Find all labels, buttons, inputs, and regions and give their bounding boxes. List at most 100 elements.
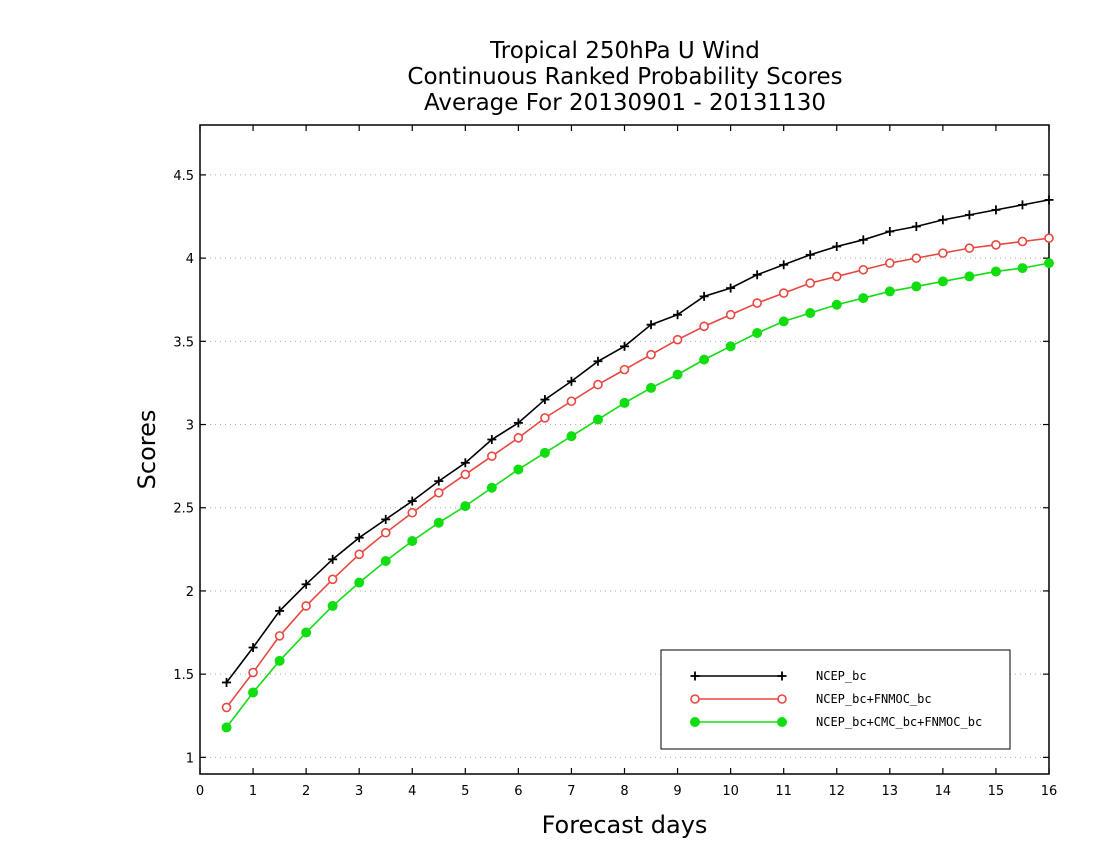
x-tick-label: 13 — [882, 784, 899, 799]
data-point — [593, 379, 603, 390]
data-point — [433, 517, 444, 528]
data-point — [407, 536, 418, 547]
data-point — [672, 369, 683, 380]
data-point — [592, 414, 603, 425]
data-point — [354, 577, 365, 588]
series — [221, 195, 1054, 733]
data-point — [433, 487, 444, 498]
data-point — [831, 299, 842, 310]
title-line: Tropical 250hPa U Wind — [489, 38, 760, 64]
data-point — [274, 631, 285, 641]
data-point — [911, 253, 922, 263]
data-point — [805, 308, 816, 319]
data-point — [1044, 258, 1054, 269]
x-tick-label: 9 — [673, 784, 681, 799]
y-tick-label: 1 — [186, 751, 194, 766]
data-point — [248, 687, 259, 698]
data-point — [699, 354, 710, 365]
series-2 — [221, 258, 1054, 733]
data-point — [725, 341, 736, 352]
x-tick-label: 3 — [355, 784, 363, 799]
data-point — [778, 288, 789, 298]
data-point — [646, 349, 656, 360]
y-tick-label: 4 — [186, 252, 194, 267]
title-line: Average For 20130901 - 20131130 — [424, 90, 826, 116]
data-point — [646, 382, 657, 393]
x-axis: 0 1 2 3 4 5 6 7 8 9 10 11 12 13 14 15 16 — [196, 125, 1057, 799]
data-point — [805, 278, 816, 288]
legend-label: NCEP_bc+FNMOC_bc — [816, 692, 932, 706]
y-axis: 1 1.5 2 2.5 3 3.5 4 4.5 — [173, 169, 1049, 766]
data-point — [699, 321, 709, 332]
data-point — [964, 271, 975, 282]
data-point — [911, 281, 922, 292]
legend-label: NCEP_bc — [816, 669, 867, 683]
legend-entry: NCEP_bc+CMC_bc+FNMOC_bc — [690, 715, 982, 729]
data-point — [991, 240, 1001, 250]
data-point — [1017, 263, 1028, 274]
series-line — [225, 199, 1050, 683]
legend: NCEP_bc NCEP_bc+FNMOC_bc NCEP_bc+CMC_bc+FN… — [660, 649, 1011, 750]
series-1 — [221, 233, 1054, 713]
x-axis-title: Forecast days — [542, 811, 708, 839]
data-point — [858, 264, 869, 275]
data-point — [1044, 233, 1054, 243]
data-point — [672, 334, 683, 345]
legend-entry: NCEP_bc+FNMOC_bc — [690, 692, 932, 706]
data-point — [937, 276, 948, 287]
data-point — [690, 694, 700, 704]
data-point — [221, 702, 232, 713]
y-axis-title: Scores — [133, 410, 161, 490]
data-point — [221, 722, 232, 733]
data-point — [690, 717, 700, 727]
x-tick-label: 8 — [620, 784, 628, 799]
data-point — [990, 266, 1001, 277]
data-point — [539, 447, 550, 458]
series-0 — [222, 195, 1054, 687]
x-tick-label: 6 — [514, 784, 522, 799]
data-point — [777, 717, 787, 727]
title-line: Continuous Ranked Probability Scores — [407, 64, 842, 90]
x-tick-label: 0 — [196, 784, 204, 799]
y-tick-label: 2 — [186, 585, 194, 600]
x-tick-label: 4 — [408, 784, 416, 799]
x-tick-label: 7 — [567, 784, 575, 799]
x-tick-label: 2 — [302, 784, 310, 799]
data-point — [964, 243, 975, 253]
data-point — [831, 271, 842, 282]
data-point — [274, 655, 285, 666]
data-point — [752, 328, 763, 339]
data-point — [380, 527, 391, 538]
data-point — [752, 298, 762, 308]
data-point — [354, 549, 364, 560]
data-point — [778, 316, 789, 327]
data-point — [777, 694, 787, 704]
x-tick-label: 11 — [775, 784, 792, 799]
data-point — [858, 293, 869, 304]
data-point — [248, 667, 258, 678]
data-point — [407, 507, 418, 518]
data-point — [884, 286, 895, 297]
x-tick-label: 12 — [828, 784, 845, 799]
data-point — [460, 469, 471, 480]
data-point — [460, 501, 471, 512]
data-point — [725, 309, 736, 320]
data-point — [540, 413, 550, 423]
data-point — [619, 364, 630, 375]
data-point — [566, 431, 577, 442]
data-point — [619, 397, 630, 408]
x-tick-label: 15 — [988, 784, 1005, 799]
x-tick-label: 1 — [249, 784, 257, 799]
x-tick-label: 10 — [722, 784, 739, 799]
x-tick-label: 16 — [1041, 784, 1058, 799]
y-tick-label: 3.5 — [173, 335, 194, 350]
y-tick-label: 4.5 — [173, 169, 194, 184]
series-line — [225, 237, 1050, 708]
data-point — [938, 248, 948, 258]
data-point — [380, 555, 391, 566]
data-point — [486, 482, 497, 493]
data-point — [327, 600, 338, 611]
x-tick-label: 14 — [935, 784, 952, 799]
